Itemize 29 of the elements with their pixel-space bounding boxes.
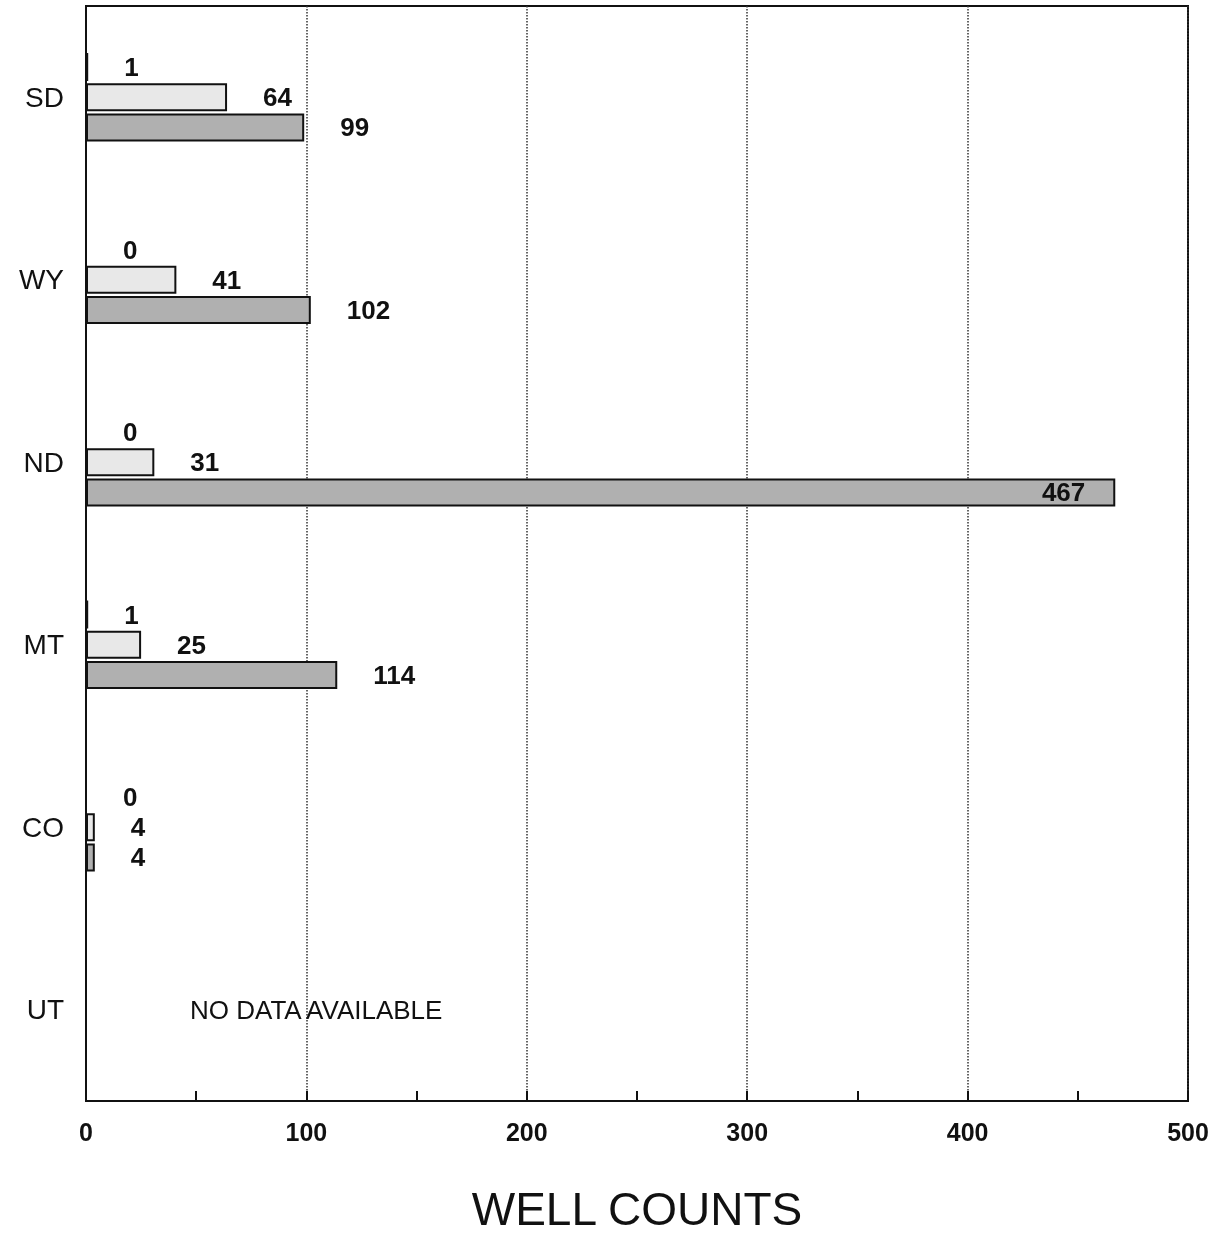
x-tick-label: 200: [505, 1117, 548, 1146]
data-label: 1: [124, 599, 139, 630]
data-label: 102: [346, 294, 391, 325]
x-axis-title: WELL COUNTS: [471, 1183, 803, 1235]
data-label: 31: [190, 447, 220, 478]
data-label: 64: [263, 82, 293, 113]
data-label: 99: [340, 112, 370, 143]
data-label: 4: [130, 812, 146, 843]
y-tick-label: UT: [26, 994, 64, 1026]
data-label: 25: [177, 629, 207, 660]
data-label: 0: [123, 782, 138, 813]
x-tick-label: 100: [285, 1117, 328, 1146]
data-label: 41: [212, 264, 242, 295]
y-tick-label: MT: [23, 629, 64, 661]
data-label: 1: [124, 52, 139, 83]
data-label: 0: [123, 417, 138, 448]
data-label: 467: [1041, 477, 1086, 508]
y-tick-label: ND: [23, 446, 64, 478]
x-tick-label: 500: [1167, 1117, 1209, 1146]
annotation: NO DATA AVAILABLE: [190, 994, 443, 1025]
data-label: 114: [373, 659, 416, 690]
x-tick-label: 300: [726, 1117, 769, 1146]
x-tick-label: 0: [79, 1117, 93, 1146]
y-tick-label: SD: [25, 81, 64, 113]
y-tick-label: WY: [18, 264, 65, 296]
x-tick-label: 400: [946, 1117, 989, 1146]
data-label: 4: [130, 842, 146, 873]
data-label: 0: [123, 234, 138, 265]
y-tick-label: CO: [22, 811, 64, 843]
